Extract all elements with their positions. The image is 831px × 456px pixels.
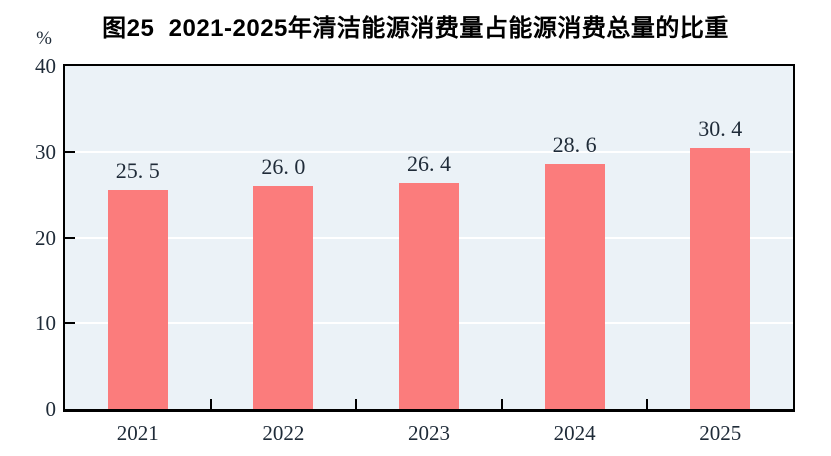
y-axis-tick-20 xyxy=(65,236,75,239)
x-tick-label-2025: 2025 xyxy=(699,421,742,445)
y-tick-label-40: 40 xyxy=(35,54,56,78)
bar-2022 xyxy=(253,186,314,409)
y-tick-label-20: 20 xyxy=(35,225,56,250)
bar-2023 xyxy=(399,182,459,409)
y-tick-label-10: 10 xyxy=(35,311,56,336)
y-tick-label-0: 0 xyxy=(45,397,57,421)
y-axis-tick-10 xyxy=(65,322,75,325)
bar-2025 xyxy=(690,148,751,409)
plot-area: 25. 5 26. 0 26. 4 28. 6 30. 4 xyxy=(63,64,795,412)
bar-2021 xyxy=(107,190,168,409)
gridline-30 xyxy=(65,150,793,153)
bar-value-label-2022: 26. 0 xyxy=(261,154,306,180)
x-axis-tick xyxy=(355,399,358,409)
bar-2024 xyxy=(544,163,605,409)
y-axis-unit-label: % xyxy=(36,28,52,49)
x-tick-label-2022: 2022 xyxy=(262,421,305,445)
chart-title: 图25 2021-2025年清洁能源消费量占能源消费总量的比重 xyxy=(102,15,729,42)
x-tick-label-2023: 2023 xyxy=(407,421,450,445)
bar-value-label-2024: 28. 6 xyxy=(552,131,597,157)
y-axis-tick-30 xyxy=(65,150,75,153)
y-tick-label-30: 30 xyxy=(35,139,56,164)
x-axis-tick xyxy=(209,399,212,409)
bar-value-label-2025: 30. 4 xyxy=(698,116,743,142)
bar-value-label-2021: 25. 5 xyxy=(115,158,160,184)
x-tick-label-2021: 2021 xyxy=(116,421,159,445)
bar-value-label-2023: 26. 4 xyxy=(406,150,451,176)
x-tick-label-2024: 2024 xyxy=(553,421,596,445)
x-axis-tick xyxy=(646,399,649,409)
x-axis-tick xyxy=(500,399,503,409)
